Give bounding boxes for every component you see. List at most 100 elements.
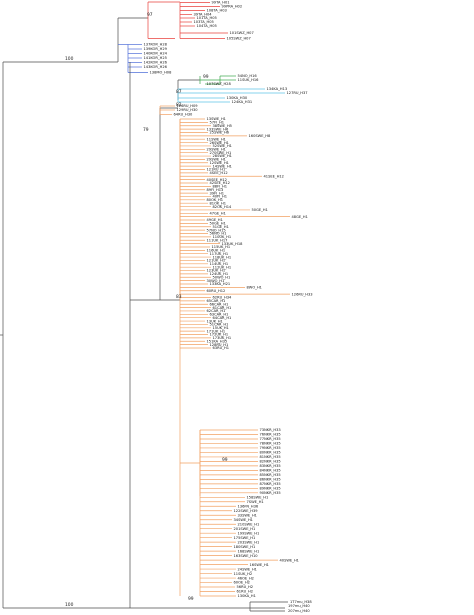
- tip-label: 133UK_H18: [222, 242, 244, 246]
- bootstrap-label: 82: [176, 102, 182, 108]
- tip-label: 12SWE_H1: [210, 161, 229, 165]
- tree-branches: [0, 1, 290, 612]
- tip-label: 180SWE_H1: [234, 545, 256, 549]
- tip-label: 28SWE_H1: [213, 154, 232, 158]
- tip-label: 79NKR_H35: [260, 446, 281, 450]
- tip-label: 14SWE_H1: [213, 164, 232, 168]
- tip-label: 62CAR_H1: [207, 309, 226, 313]
- tip-label: 26SWE_H1: [210, 141, 229, 145]
- bootstrap-label: 99: [222, 457, 228, 463]
- tip-label: 81OK_H1: [210, 201, 227, 205]
- tip-label: 33SWE_H1: [238, 513, 257, 517]
- tip-label: 99PRA_H02: [222, 5, 243, 9]
- tip-label: 151KA_H35: [207, 339, 228, 343]
- tip-label: 171UK_H1: [207, 329, 226, 333]
- tip-label: 64CAR_H1: [213, 316, 232, 320]
- tip-label: 34SWE_H1: [234, 518, 253, 522]
- tip-label: 50GE_H1: [252, 208, 268, 212]
- tip-label: 116UK_H1: [207, 249, 226, 253]
- tip-label: 41SEE_H12: [264, 174, 284, 178]
- tip-label: 175SWE_H1: [234, 536, 256, 540]
- tip-label: 126RU_H33: [292, 292, 313, 296]
- tip-label: 270SWE_H1: [210, 151, 232, 155]
- tip-label: 141KOR_H25: [144, 56, 167, 60]
- tip-label: 7SWE_H1: [247, 500, 264, 504]
- tip-label: 210SWE_H1: [238, 522, 260, 526]
- tip-label: 121UK_H1: [207, 259, 226, 263]
- tip-label: 46OE_H2: [238, 576, 254, 580]
- tip-label: 82OK_H14: [213, 205, 233, 209]
- bootstrap-label: 100: [65, 56, 74, 62]
- tip-label: 57FI_H1: [210, 121, 225, 125]
- tip-label: 127RU_H37: [287, 91, 308, 95]
- tip-label: 137KOR_H28: [144, 43, 168, 47]
- tip-label: 15UK_H1: [213, 326, 229, 330]
- tip-label: 63RU_H1: [213, 346, 230, 350]
- tip-label: 107SWZ_H28: [207, 82, 232, 86]
- tip-label: 76NKR_H35: [260, 433, 281, 437]
- tip-label: 108TA_H03: [207, 9, 227, 13]
- tip-label: 128RU_H1: [210, 343, 229, 347]
- tip-label: 104TA_H05: [197, 24, 217, 28]
- tip-label: 25SWE_H6: [210, 131, 230, 135]
- tip-label: 61RU_H2: [237, 590, 254, 594]
- tip-label: 101SWZ_H07: [230, 31, 254, 35]
- tip-label: 77NKR_H35: [260, 437, 281, 441]
- tip-label: 103TA_H05: [194, 20, 214, 24]
- bootstrap-label: 99: [188, 596, 194, 602]
- tip-label: 117UK_H1: [210, 252, 229, 256]
- tip-label: 47GE_H1: [210, 211, 226, 215]
- tip-label: 80NKR_H35: [260, 451, 281, 455]
- tip-label: 115UK_H1: [212, 245, 231, 249]
- tip-label: 73NKR_H33: [260, 428, 281, 432]
- tip-label: 112UK_H1: [213, 265, 232, 269]
- tip-label: 118UK_H1: [213, 255, 232, 259]
- tip-label: 63CAR_H1: [210, 313, 229, 317]
- tip-label: 84NKR_H35: [260, 469, 281, 473]
- tip-label: 24SWE_H1: [238, 567, 257, 571]
- tip-label: 142KOR_H26: [144, 61, 168, 65]
- tip-label: 114UK_H1: [210, 262, 229, 266]
- tip-label: 130KA_H30: [227, 96, 248, 100]
- tip-label: 87NKR_H35: [260, 482, 281, 486]
- tip-label: 133SWE_H6: [207, 127, 229, 131]
- tip-label: 82NKR_H35: [260, 460, 281, 464]
- bootstrap-label: 97: [147, 12, 153, 18]
- tip-label: 39FI_H1: [210, 191, 225, 195]
- tip-label: 89FI_H13: [207, 188, 224, 192]
- tip-label: 160SWE_H8: [249, 134, 271, 138]
- tip-label: 121RU_H1: [207, 168, 226, 172]
- tip-label: 16SWE_H1: [250, 563, 269, 567]
- tip-label: 29SWE_H1: [207, 158, 226, 162]
- tip-label: 158SWE_H1: [247, 496, 269, 500]
- tip-label: 51GE_H1: [213, 225, 229, 229]
- tip-label: 8WO_H1: [247, 286, 262, 290]
- tip-label: 123UK_H1: [207, 269, 226, 273]
- tip-label: 129RU_H30: [177, 108, 199, 112]
- tip-label: 60RU_H12: [207, 289, 226, 293]
- tip-label: 90NKR_H35: [260, 491, 281, 495]
- tip-label: 140KOR_H24: [144, 52, 168, 56]
- tip-label: 124KA_H31: [232, 100, 253, 104]
- tip-label: 40SEE_H12: [207, 178, 227, 182]
- tip-label: 99TA_H01: [212, 1, 230, 5]
- tip-label: 56RU_H2: [237, 585, 254, 589]
- tip-label: 38SWE_H5: [213, 124, 232, 128]
- tip-label: 139KOR_H29: [144, 47, 168, 51]
- tip-label: 88FI_H1: [213, 185, 228, 189]
- tip-label: 52SWE_H1: [213, 144, 232, 148]
- tip-label: 143KOR_H26: [144, 65, 168, 69]
- tip-label: 4SEE_H12: [210, 171, 228, 175]
- tip-label: 11SUK_H2: [234, 572, 253, 576]
- tip-label: 199SWE_H1: [238, 531, 260, 535]
- tip-label: 126RU_H09: [177, 104, 199, 108]
- tip-label: 78NKR_H35: [260, 442, 281, 446]
- tip-label: 83NKR_H35: [260, 464, 281, 468]
- tip-label: 50GE_H1: [210, 222, 226, 226]
- tip-label: 86NKR_H35: [260, 478, 281, 482]
- tip-label: 61CAR_H1: [213, 306, 232, 310]
- bootstrap-label: 100: [65, 602, 74, 608]
- tip-label: 207mu_H40: [288, 609, 310, 613]
- tip-label: 62RU_H34: [213, 296, 232, 300]
- tip-label: 39TA_H04: [194, 13, 213, 17]
